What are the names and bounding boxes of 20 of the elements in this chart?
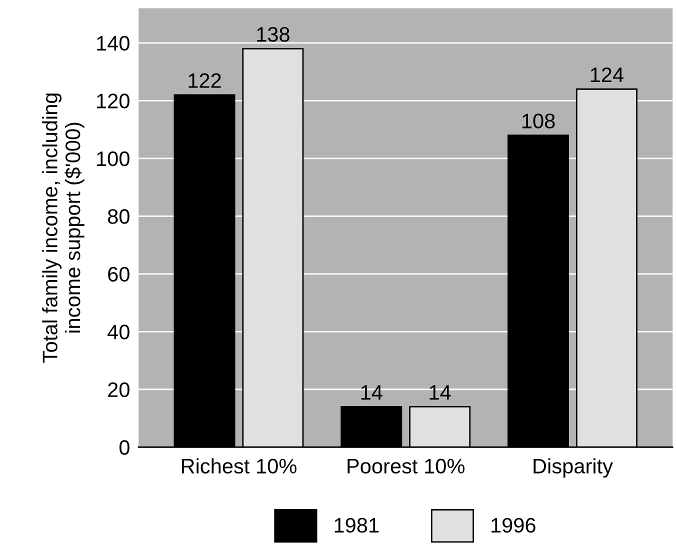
x-tick-label: Poorest 10% xyxy=(348,458,465,474)
data-label: 108 xyxy=(522,114,555,128)
y-tick-label: 100 xyxy=(97,151,130,166)
y-tick-label: 80 xyxy=(108,209,130,224)
data-label: 138 xyxy=(257,27,290,42)
legend-label: 1981 xyxy=(334,518,379,533)
y-tick-label: 0 xyxy=(119,440,130,455)
data-label: 14 xyxy=(430,385,451,400)
data-label: 122 xyxy=(188,73,221,88)
data-label: 14 xyxy=(361,385,382,400)
y-tick-label: 140 xyxy=(97,36,130,51)
x-tick-label: Disparity xyxy=(534,458,613,478)
y-tick-label: 60 xyxy=(108,266,130,282)
x-tick-label: Richest 10% xyxy=(182,458,296,474)
y-tick-label: 20 xyxy=(108,382,130,398)
legend-label: 1996 xyxy=(492,518,536,533)
data-label: 124 xyxy=(590,67,624,82)
y-axis-title: Total family income, including income support ($'000) xyxy=(42,94,84,363)
y-tick-label: 40 xyxy=(108,324,130,340)
y-tick-label: 120 xyxy=(97,94,130,108)
